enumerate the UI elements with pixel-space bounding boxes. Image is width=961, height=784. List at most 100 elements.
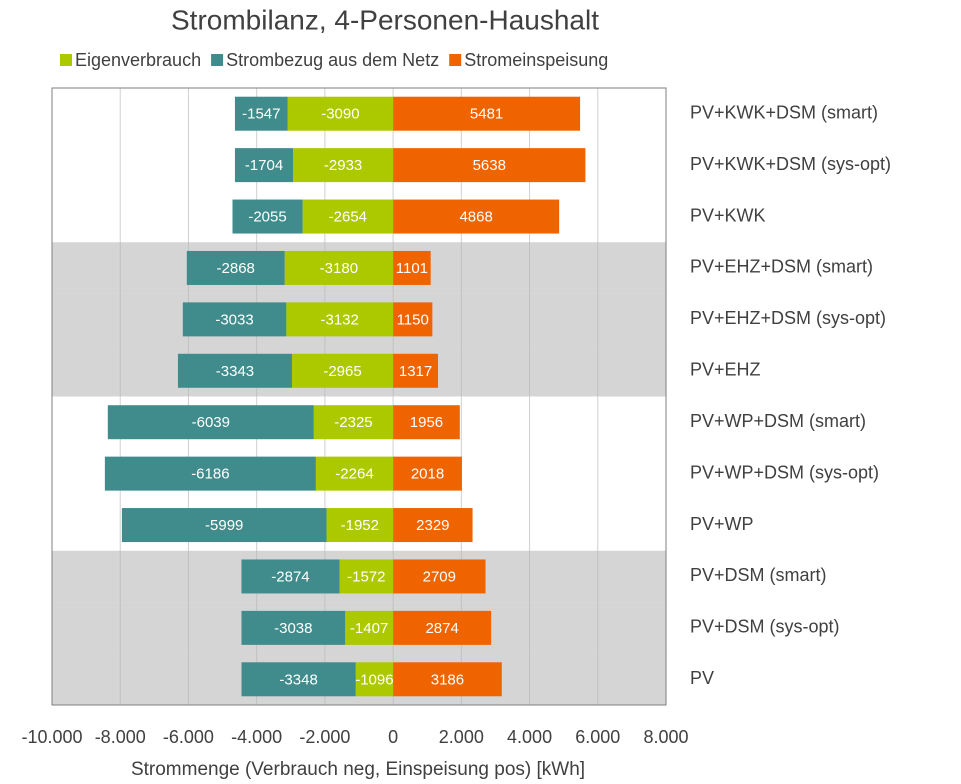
value-label: 2329 <box>416 517 449 534</box>
x-tick-label: -6.000 <box>163 727 214 747</box>
value-label: 1956 <box>410 414 443 431</box>
bar-segment <box>121 508 327 543</box>
bar-segment <box>177 353 292 388</box>
x-axis-title: Strommenge (Verbrauch neg, Einspeisung p… <box>131 759 585 780</box>
value-label: -3180 <box>320 260 358 277</box>
legend-swatch <box>449 54 462 66</box>
value-label: -2055 <box>248 209 286 226</box>
bar-segment <box>286 302 394 337</box>
value-label: 5481 <box>470 106 503 123</box>
bar-segment <box>107 405 314 440</box>
bar-segment <box>284 250 394 285</box>
value-label: -2933 <box>324 157 362 174</box>
legend-swatch <box>211 54 224 66</box>
value-label: 1150 <box>397 311 429 328</box>
value-label: -3090 <box>321 106 359 123</box>
bar-segment <box>234 148 294 183</box>
value-label: -1547 <box>242 106 280 123</box>
category-label: PV+KWK+DSM (smart) <box>690 102 878 122</box>
value-label: -6186 <box>191 466 229 483</box>
bar-segment <box>287 96 394 131</box>
value-label: 2709 <box>423 568 456 585</box>
value-label: -2264 <box>335 466 373 483</box>
bar-segment <box>393 456 462 491</box>
x-tick-label: 6.000 <box>575 727 620 747</box>
bar-segment <box>291 353 394 388</box>
bar-segment <box>393 302 433 337</box>
plot-border <box>51 87 667 706</box>
value-label: -1096 <box>355 671 393 688</box>
category-label: PV+WP <box>690 514 754 534</box>
bar-segment <box>326 508 394 543</box>
value-label: 2018 <box>411 466 444 483</box>
category-label: PV+KWK+DSM (sys-opt) <box>690 154 891 174</box>
bar-segment <box>393 662 502 697</box>
value-label: -5999 <box>205 517 243 534</box>
x-tick-label: 4.000 <box>507 727 552 747</box>
bar-segment <box>293 148 394 183</box>
category-label: PV+DSM (sys-opt) <box>690 617 840 637</box>
bar-segment <box>355 662 394 697</box>
x-tick-label: 2.000 <box>439 727 484 747</box>
bar-segment <box>241 559 340 594</box>
bar-segment <box>393 353 439 388</box>
bar-segment <box>186 250 285 285</box>
value-label: 3186 <box>431 671 464 688</box>
bar-segment <box>339 559 394 594</box>
category-label: PV+EHZ+DSM (sys-opt) <box>690 308 886 328</box>
legend-label: Strombezug aus dem Netz <box>226 50 439 70</box>
legend-label: Stromeinspeisung <box>464 50 608 70</box>
bar-segment <box>241 610 346 645</box>
x-tick-label: -8.000 <box>95 727 146 747</box>
value-label: -2654 <box>329 209 367 226</box>
value-label: 1317 <box>399 363 432 380</box>
value-label: -2325 <box>334 414 372 431</box>
bar-segment <box>232 199 303 234</box>
bar-segment <box>241 662 356 697</box>
bar-segment <box>315 456 394 491</box>
value-label: -1407 <box>350 620 388 637</box>
value-label: -6039 <box>192 414 230 431</box>
category-label: PV+WP+DSM (sys-opt) <box>690 462 879 482</box>
bar-segment <box>393 148 586 183</box>
value-label: 5638 <box>473 157 506 174</box>
value-label: 1101 <box>396 260 428 277</box>
legend-swatch <box>60 54 72 66</box>
category-label: PV+WP+DSM (smart) <box>690 411 866 431</box>
bar-segment <box>393 405 460 440</box>
chart-title: Strombilanz, 4-Personen-Haushalt <box>171 4 599 35</box>
x-tick-label: -4.000 <box>231 727 282 747</box>
bar-segment <box>393 96 581 131</box>
category-label: PV+EHZ <box>690 360 761 380</box>
value-label: -3343 <box>216 363 254 380</box>
category-label: PV <box>690 668 714 688</box>
category-label: PV+EHZ+DSM (smart) <box>690 257 873 277</box>
bar-segment <box>345 610 394 645</box>
legend-label: Eigenverbrauch <box>75 50 201 70</box>
value-label: -1704 <box>245 157 283 174</box>
bar-segment <box>234 96 288 131</box>
value-label: 4868 <box>459 209 492 226</box>
value-label: -3038 <box>274 620 312 637</box>
value-label: -2868 <box>217 260 255 277</box>
x-tick-label: -10.000 <box>21 727 82 747</box>
value-label: -1572 <box>347 568 385 585</box>
value-label: -3033 <box>215 311 253 328</box>
category-label: PV+DSM (smart) <box>690 565 827 585</box>
bar-segment <box>393 559 486 594</box>
value-label: -1952 <box>341 517 379 534</box>
x-tick-label: 0 <box>388 727 398 747</box>
bar-segment <box>313 405 394 440</box>
bar-segment <box>104 456 316 491</box>
category-label: PV+KWK <box>690 205 766 225</box>
bar-segment <box>393 610 492 645</box>
value-label: -3132 <box>321 311 359 328</box>
value-label: -2874 <box>271 568 309 585</box>
bar-segment <box>393 250 431 285</box>
bar-segment <box>393 508 473 543</box>
value-label: -3348 <box>279 671 317 688</box>
bar-segment <box>302 199 394 234</box>
bar-segment <box>182 302 287 337</box>
